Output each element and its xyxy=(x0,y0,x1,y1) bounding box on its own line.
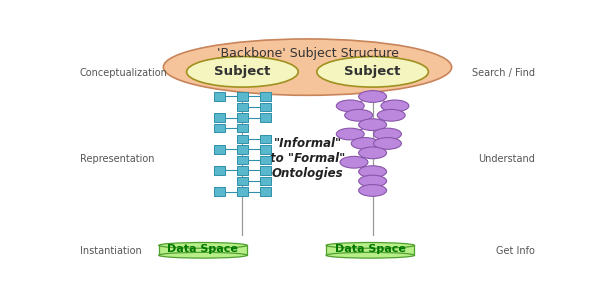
Ellipse shape xyxy=(163,39,452,95)
FancyBboxPatch shape xyxy=(260,113,271,122)
Ellipse shape xyxy=(374,138,401,149)
Text: Conceptualization: Conceptualization xyxy=(80,68,167,78)
Text: Get Info: Get Info xyxy=(496,246,535,257)
FancyBboxPatch shape xyxy=(260,103,271,111)
Text: Subject: Subject xyxy=(214,65,271,78)
Text: Instantiation: Instantiation xyxy=(80,246,142,257)
Ellipse shape xyxy=(359,166,386,178)
FancyBboxPatch shape xyxy=(260,156,271,164)
Text: Data Space: Data Space xyxy=(167,245,238,254)
Ellipse shape xyxy=(381,100,409,112)
FancyBboxPatch shape xyxy=(214,166,225,175)
Ellipse shape xyxy=(326,252,415,258)
Ellipse shape xyxy=(337,128,364,140)
FancyBboxPatch shape xyxy=(237,103,248,111)
Text: "Informal"
to "Formal"
Ontologies: "Informal" to "Formal" Ontologies xyxy=(270,137,345,180)
FancyBboxPatch shape xyxy=(214,92,225,101)
FancyBboxPatch shape xyxy=(260,177,271,185)
Ellipse shape xyxy=(359,119,386,131)
Text: Subject: Subject xyxy=(344,65,401,78)
FancyBboxPatch shape xyxy=(260,92,271,101)
FancyBboxPatch shape xyxy=(214,145,225,153)
Ellipse shape xyxy=(326,242,415,248)
Ellipse shape xyxy=(337,100,364,112)
FancyBboxPatch shape xyxy=(237,187,248,196)
Text: Understand: Understand xyxy=(478,154,535,164)
Text: Representation: Representation xyxy=(80,154,154,164)
Text: Data Space: Data Space xyxy=(335,245,406,254)
Ellipse shape xyxy=(340,156,368,168)
Ellipse shape xyxy=(359,91,386,102)
FancyBboxPatch shape xyxy=(237,166,248,175)
Ellipse shape xyxy=(359,147,386,159)
Bar xyxy=(158,246,247,255)
Ellipse shape xyxy=(359,185,386,196)
Ellipse shape xyxy=(377,109,405,121)
Text: 'Backbone' Subject Structure: 'Backbone' Subject Structure xyxy=(217,47,398,59)
FancyBboxPatch shape xyxy=(237,124,248,132)
Ellipse shape xyxy=(374,128,401,140)
FancyBboxPatch shape xyxy=(214,187,225,196)
FancyBboxPatch shape xyxy=(260,187,271,196)
Ellipse shape xyxy=(158,252,247,258)
Bar xyxy=(326,246,415,255)
Ellipse shape xyxy=(359,175,386,187)
Ellipse shape xyxy=(187,56,298,87)
FancyBboxPatch shape xyxy=(214,113,225,122)
Ellipse shape xyxy=(344,109,373,121)
Ellipse shape xyxy=(351,138,379,149)
FancyBboxPatch shape xyxy=(237,156,248,164)
FancyBboxPatch shape xyxy=(260,166,271,175)
FancyBboxPatch shape xyxy=(237,92,248,101)
FancyBboxPatch shape xyxy=(260,135,271,143)
FancyBboxPatch shape xyxy=(260,145,271,153)
FancyBboxPatch shape xyxy=(214,124,225,132)
FancyBboxPatch shape xyxy=(237,135,248,143)
FancyBboxPatch shape xyxy=(237,145,248,153)
FancyBboxPatch shape xyxy=(237,113,248,122)
Ellipse shape xyxy=(317,56,428,87)
Ellipse shape xyxy=(158,242,247,248)
Text: Search / Find: Search / Find xyxy=(472,68,535,78)
FancyBboxPatch shape xyxy=(237,177,248,185)
